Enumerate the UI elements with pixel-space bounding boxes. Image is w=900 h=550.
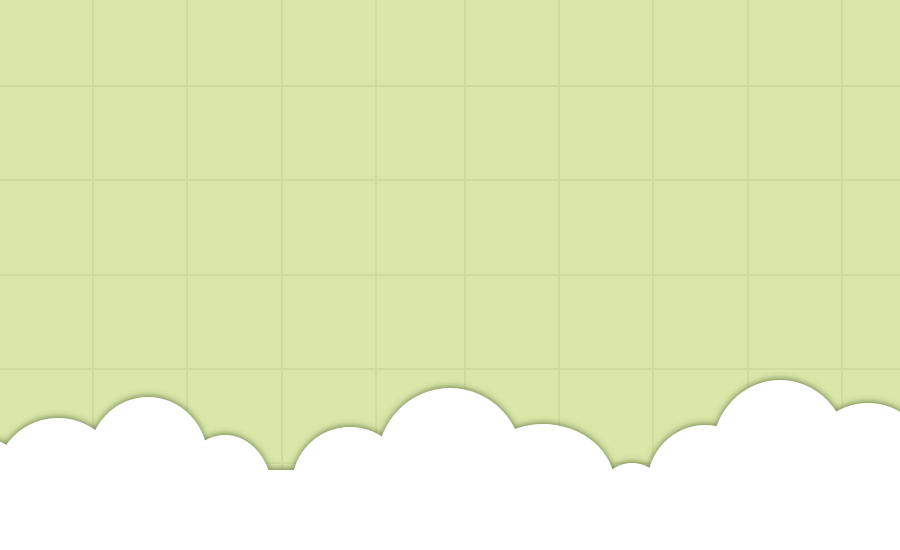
cloud-puff — [245, 475, 325, 550]
cloud-puff — [808, 403, 900, 517]
cloud-puff — [88, 397, 208, 523]
cloud-puff — [471, 424, 615, 548]
cloud-puff — [712, 380, 848, 524]
cloud-puff — [0, 441, 20, 499]
cloud-puff — [895, 447, 900, 493]
cloud-shapes — [0, 380, 900, 550]
